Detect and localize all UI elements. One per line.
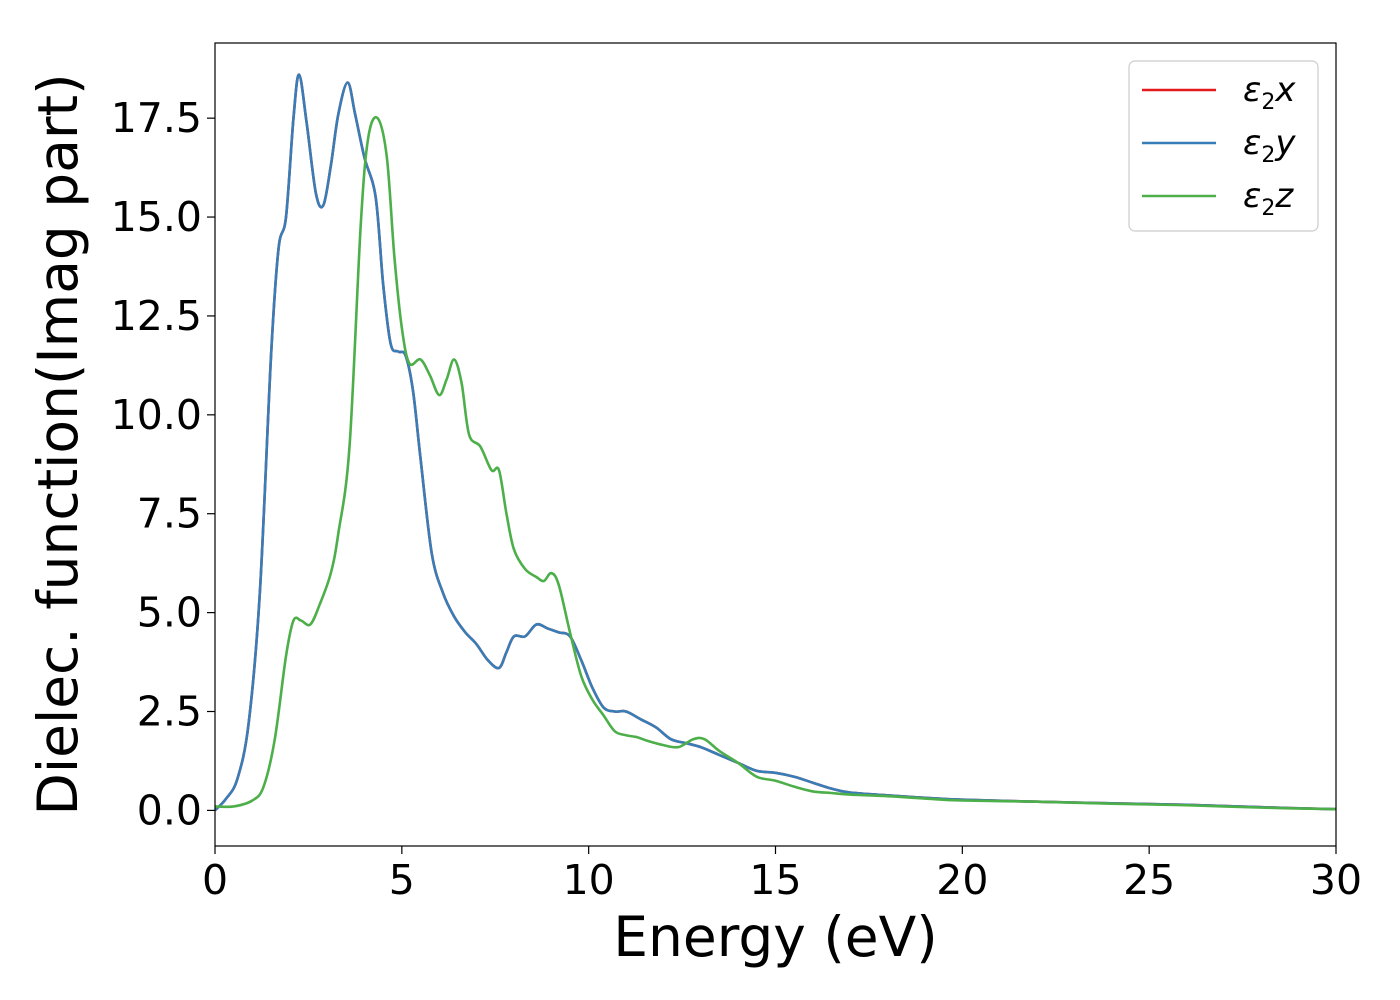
y-tick-label: 5.0 <box>137 589 202 637</box>
series-line-y <box>215 73 1336 812</box>
x-axis-ticks: 0 5 10 15 20 25 30 <box>202 846 1362 904</box>
y-axis-ticks: 0.0 2.5 5.0 7.5 10.0 12.5 15.0 17.5 <box>111 94 215 834</box>
y-tick-label: 2.5 <box>137 688 202 736</box>
x-tick-label: 30 <box>1310 856 1362 904</box>
x-tick-label: 0 <box>202 856 228 904</box>
x-tick-label: 15 <box>749 856 801 904</box>
legend-box <box>1128 60 1319 232</box>
series-line-z <box>215 116 1336 811</box>
series-layer <box>215 73 1336 812</box>
x-tick-label: 25 <box>1123 856 1175 904</box>
y-tick-label: 7.5 <box>137 490 202 538</box>
y-tick-label: 15.0 <box>111 193 202 241</box>
x-tick-label: 5 <box>389 856 415 904</box>
legend-label-x: ε2x <box>1243 70 1296 115</box>
y-tick-label: 17.5 <box>111 94 202 142</box>
y-tick-label: 10.0 <box>111 391 202 439</box>
x-tick-label: 20 <box>936 856 988 904</box>
legend-label-z: ε2z <box>1243 176 1294 221</box>
x-axis-label: Energy (eV) <box>613 905 937 969</box>
legend-label-y: ε2y <box>1243 123 1296 168</box>
y-tick-label: 0.0 <box>137 786 202 834</box>
legend: ε2x ε2y ε2z <box>1128 60 1319 232</box>
y-axis-label: Dielec. function(Imag part) <box>26 73 90 815</box>
x-tick-label: 10 <box>563 856 615 904</box>
y-tick-label: 12.5 <box>111 292 202 340</box>
